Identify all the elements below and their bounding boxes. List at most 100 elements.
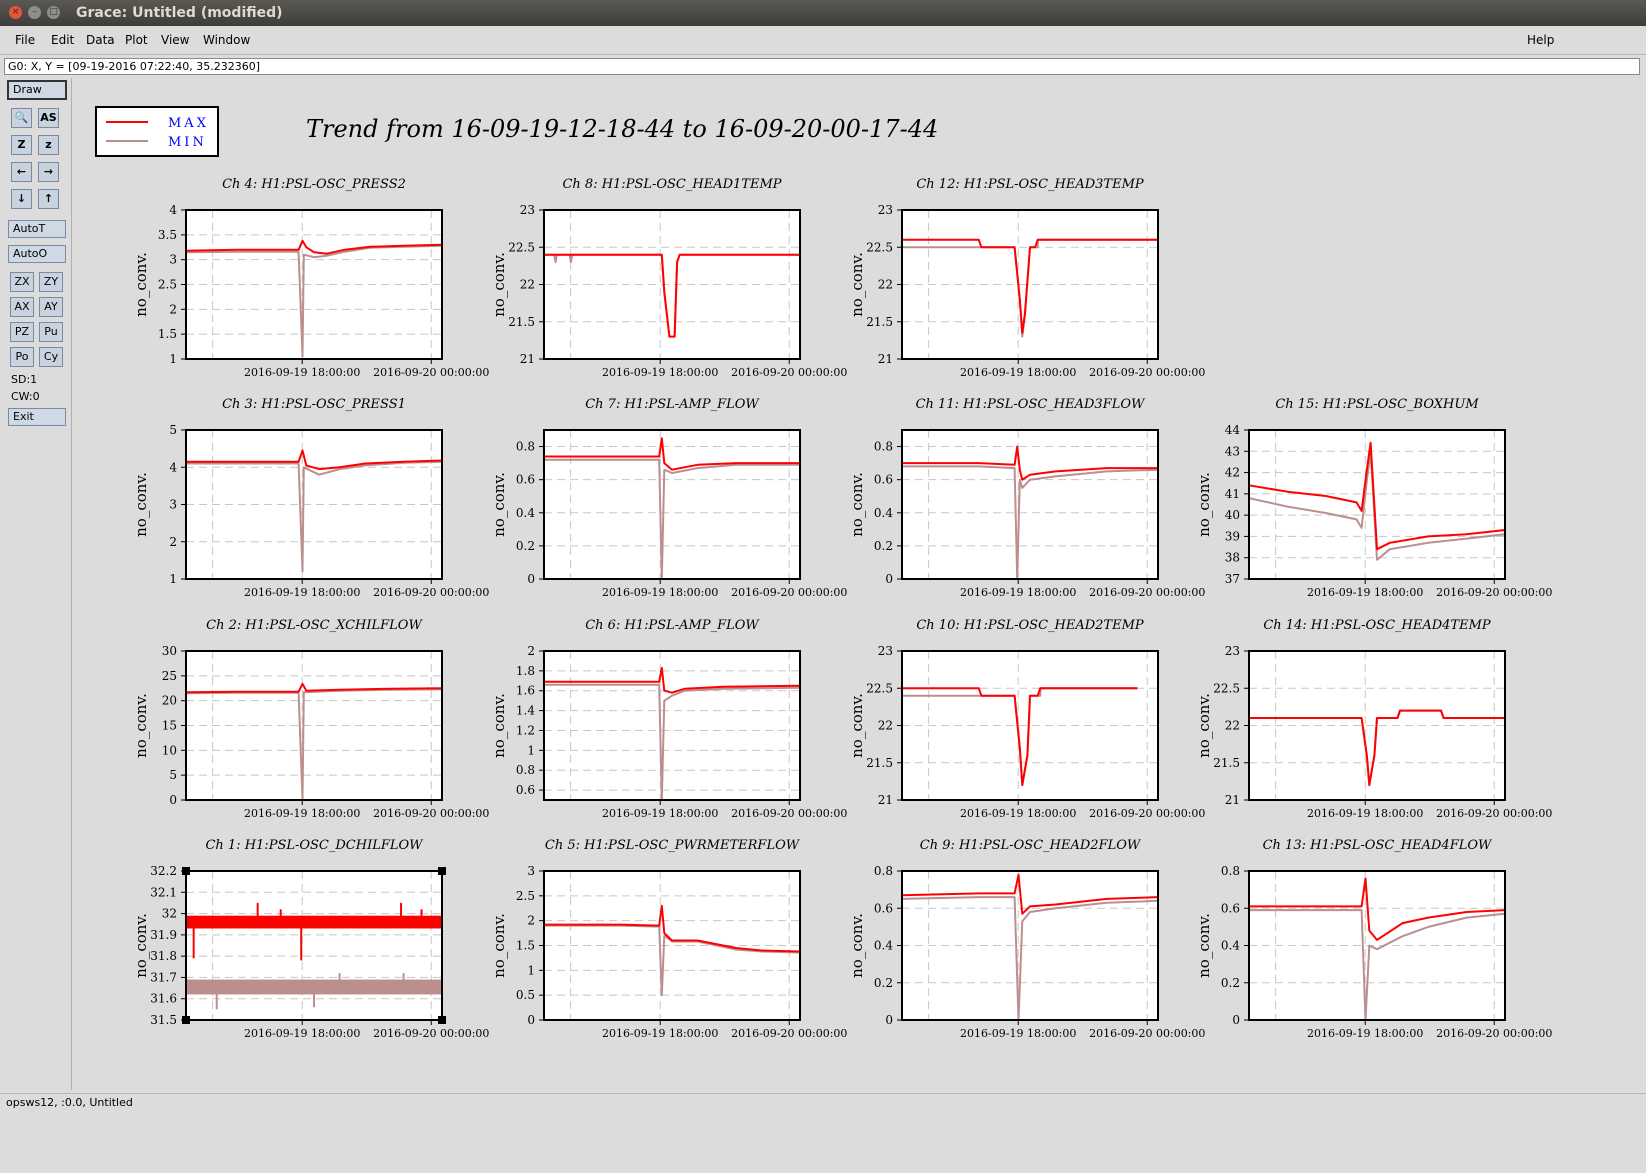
y-tick-label: 21: [520, 352, 535, 366]
pu-button[interactable]: Pu: [39, 322, 63, 342]
y-tick-label: 21.5: [508, 315, 535, 329]
x-tick-label: 2016-09-19 18:00:00: [602, 1027, 718, 1040]
chart-panel: 0 0.2 0.4 0.6 0.8 2016-09-19 18:00:00 2016-09-…: [848, 397, 1205, 599]
chart-panel: 0 0.2 0.4 0.6 0.8 2016-09-19 18:00:00 2016-09-…: [848, 838, 1205, 1040]
series-min-line: [902, 465, 1159, 580]
zoom-in-icon[interactable]: Z: [11, 135, 32, 155]
y-tick-label: 1: [527, 743, 535, 757]
y-tick-label: 32.1: [150, 885, 177, 899]
y-tick-label: 21: [878, 352, 893, 366]
y-axis-label: no_conv.: [1195, 913, 1213, 978]
y-axis-label: no_conv.: [490, 472, 508, 537]
y-tick-label: 3: [527, 864, 535, 878]
panel-title: Ch 7: H1:PSL-AMP_FLOW: [585, 397, 760, 412]
plot-frame: [901, 429, 1159, 580]
maximize-window-button[interactable]: □: [47, 6, 60, 19]
po-button[interactable]: Po: [10, 347, 34, 367]
zy-button[interactable]: ZY: [39, 272, 63, 292]
menu-view[interactable]: View: [161, 33, 190, 47]
series-max-line: [544, 904, 801, 953]
draw-button[interactable]: Draw: [7, 80, 67, 100]
plot-area: [186, 651, 442, 800]
x-tick-label: 2016-09-19 18:00:00: [244, 586, 360, 599]
y-tick-label: 22.5: [508, 240, 535, 254]
panel-title: Ch 11: H1:PSL-OSC_HEAD3FLOW: [916, 397, 1146, 412]
x-tick-label: 2016-09-19 18:00:00: [1307, 1027, 1423, 1040]
menu-window[interactable]: Window: [203, 33, 251, 47]
series-max-line: [901, 873, 1159, 915]
chart-panel: 37 38 39 40 41 42 43 44 2016-09-19 18:00:00 2016-…: [1195, 397, 1552, 599]
series-max-line: [1249, 709, 1505, 787]
panel-title: Ch 15: H1:PSL-OSC_BOXHUM: [1275, 397, 1479, 412]
series-min-line: [544, 683, 801, 801]
y-axis-label: no_conv.: [132, 472, 150, 537]
close-window-button[interactable]: ×: [9, 6, 22, 19]
y-tick-label: 0: [169, 793, 177, 807]
menu-edit[interactable]: Edit: [51, 33, 75, 47]
menu-data[interactable]: Data: [86, 33, 115, 47]
plot-frame: [185, 650, 443, 801]
autoscale-icon[interactable]: AS: [38, 108, 59, 128]
y-tick-label: 10: [162, 743, 177, 757]
plot-area: [544, 651, 800, 800]
y-tick-label: 5: [169, 423, 177, 437]
autot-button[interactable]: AutoT: [8, 220, 66, 238]
y-tick-label: 0.8: [874, 864, 893, 878]
series-min-line: [186, 460, 443, 573]
pan-up-icon[interactable]: ↑: [38, 189, 59, 209]
y-tick-label: 1.4: [516, 704, 535, 718]
zx-button[interactable]: ZX: [10, 272, 34, 292]
window-titlebar: × – □ Grace: Untitled (modified): [0, 0, 1646, 27]
cw-label: CW:0: [11, 390, 40, 403]
y-tick-label: 37: [1225, 572, 1240, 586]
y-tick-label: 0.2: [874, 539, 893, 553]
minimize-window-button[interactable]: –: [28, 6, 41, 19]
x-tick-label: 2016-09-19 18:00:00: [602, 807, 718, 820]
y-tick-label: 22.5: [866, 240, 893, 254]
zoom-icon[interactable]: 🔍: [11, 108, 32, 128]
panel-title: Ch 8: H1:PSL-OSC_HEAD1TEMP: [562, 177, 781, 192]
y-axis-label: no_conv.: [132, 693, 150, 758]
series-max-line: [1249, 877, 1506, 941]
panel-title: Ch 14: H1:PSL-OSC_HEAD4TEMP: [1263, 618, 1491, 633]
x-tick-label: 2016-09-19 18:00:00: [1307, 586, 1423, 599]
window-bottom-edge: [0, 1113, 1646, 1173]
chart-panel: 0 0.2 0.4 0.6 0.8 2016-09-19 18:00:00 2016-09-…: [1195, 838, 1552, 1040]
pan-right-icon[interactable]: →: [38, 162, 59, 182]
x-tick-label: 2016-09-19 18:00:00: [244, 366, 360, 379]
y-tick-label: 2.5: [158, 278, 177, 292]
ax-button[interactable]: AX: [10, 297, 34, 317]
plot-frame: [185, 429, 443, 580]
y-axis-label: no_conv.: [490, 252, 508, 317]
menu-plot[interactable]: Plot: [125, 33, 148, 47]
pz-button[interactable]: PZ: [10, 322, 34, 342]
cy-button[interactable]: Cy: [39, 347, 63, 367]
plot-area: [544, 871, 800, 1020]
plot-frame: [1248, 870, 1506, 1021]
y-tick-label: 0.6: [516, 473, 535, 487]
plot-frame: [543, 870, 801, 1021]
graph-canvas[interactable]: MAX MIN Trend from 16-09-19-12-18-44 to …: [74, 78, 1639, 1090]
series-max-line: [185, 682, 443, 694]
pan-down-icon[interactable]: ↓: [11, 189, 32, 209]
exit-button[interactable]: Exit: [8, 408, 66, 426]
y-tick-label: 44: [1225, 423, 1241, 437]
panel-title: Ch 6: H1:PSL-AMP_FLOW: [585, 618, 760, 633]
menu-help[interactable]: Help: [1527, 33, 1555, 47]
zoom-out-icon[interactable]: z: [38, 135, 59, 155]
y-tick-label: 31.9: [150, 928, 177, 942]
series-max-line: [1248, 441, 1506, 551]
ay-button[interactable]: AY: [39, 297, 63, 317]
series-min-line: [1248, 450, 1506, 561]
pan-left-icon[interactable]: ←: [11, 162, 32, 182]
y-tick-label: 30: [162, 644, 177, 658]
y-tick-label: 0.6: [516, 783, 535, 797]
menu-file[interactable]: File: [15, 33, 36, 47]
y-tick-label: 1.6: [516, 684, 535, 698]
chart-title: Trend from 16-09-19-12-18-44 to 16-09-20…: [306, 115, 938, 143]
y-tick-label: 2: [169, 535, 177, 549]
window-title: Grace: Untitled (modified): [76, 5, 283, 21]
x-tick-label: 2016-09-19 18:00:00: [960, 807, 1076, 820]
y-tick-label: 1.2: [516, 723, 535, 737]
autoo-button[interactable]: AutoO: [8, 245, 66, 263]
